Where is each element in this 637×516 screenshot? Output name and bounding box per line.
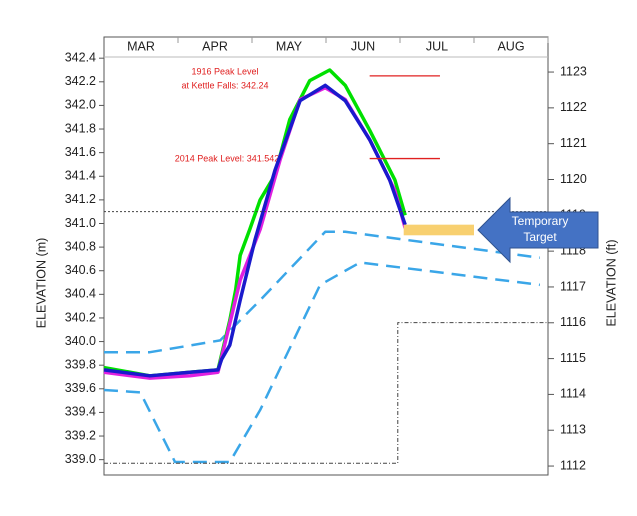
series-line (103, 83, 407, 378)
plot-frame (103, 36, 549, 476)
y2-tick-label: 1123 (560, 64, 587, 78)
series-line (103, 68, 407, 378)
y-tick-label: 341.2 (65, 192, 96, 206)
y-tick-label: 340.6 (65, 263, 96, 277)
y-tick-label: 340.4 (65, 287, 96, 301)
y-axis-label: ELEVATION (m) (34, 238, 48, 329)
target-arrow (477, 196, 599, 264)
y-tick-label: 342.0 (65, 98, 96, 112)
y-tick-label: 339.4 (65, 405, 96, 419)
y2-tick-label: 1115 (560, 351, 586, 365)
y2-tick-label: 1122 (560, 100, 587, 114)
y2-tick-label: 1117 (560, 279, 586, 293)
y2-tick-label: 1116 (560, 315, 586, 329)
target-band (403, 224, 474, 236)
target-label: Target (523, 230, 557, 244)
y-tick-label: 340.8 (65, 239, 96, 253)
annotation: 2014 Peak Level: 341.542 (175, 153, 280, 163)
annotation: at Kettle Falls: 342.24 (181, 80, 268, 90)
x-tick-label: JUN (351, 39, 375, 53)
y-tick-label: 341.6 (65, 145, 96, 159)
annotation: 1916 Peak Level (191, 66, 258, 76)
y-tick-label: 339.6 (65, 381, 96, 395)
y-tick-label: 341.4 (65, 169, 96, 183)
y-tick-label: 340.0 (65, 334, 96, 348)
target-label: Temporary (512, 214, 569, 228)
y-tick-label: 341.0 (65, 216, 96, 230)
x-tick-label: MAR (127, 39, 155, 53)
y2-tick-label: 1112 (560, 458, 586, 472)
y-tick-label: 341.8 (65, 121, 96, 135)
y2-tick-label: 1120 (560, 172, 587, 186)
series-line (103, 85, 407, 380)
x-tick-label: JUL (426, 39, 448, 53)
x-tick-label: MAY (276, 39, 303, 53)
y-tick-label: 339.8 (65, 357, 96, 371)
x-tick-label: APR (202, 39, 228, 53)
y-tick-label: 339.0 (65, 452, 96, 466)
y-tick-label: 339.2 (65, 428, 96, 442)
y-tick-label: 342.2 (65, 74, 96, 88)
y2-tick-label: 1113 (560, 423, 586, 437)
x-tick-label: AUG (497, 39, 524, 53)
y2-axis-label: ELEVATION (ft) (604, 239, 618, 326)
series-line (103, 261, 541, 464)
series-line (104, 322, 548, 464)
y-tick-label: 342.4 (65, 50, 96, 64)
series-line (104, 230, 541, 354)
y-tick-label: 340.2 (65, 310, 96, 324)
y2-tick-label: 1114 (560, 387, 586, 401)
y2-tick-label: 1121 (560, 136, 587, 150)
